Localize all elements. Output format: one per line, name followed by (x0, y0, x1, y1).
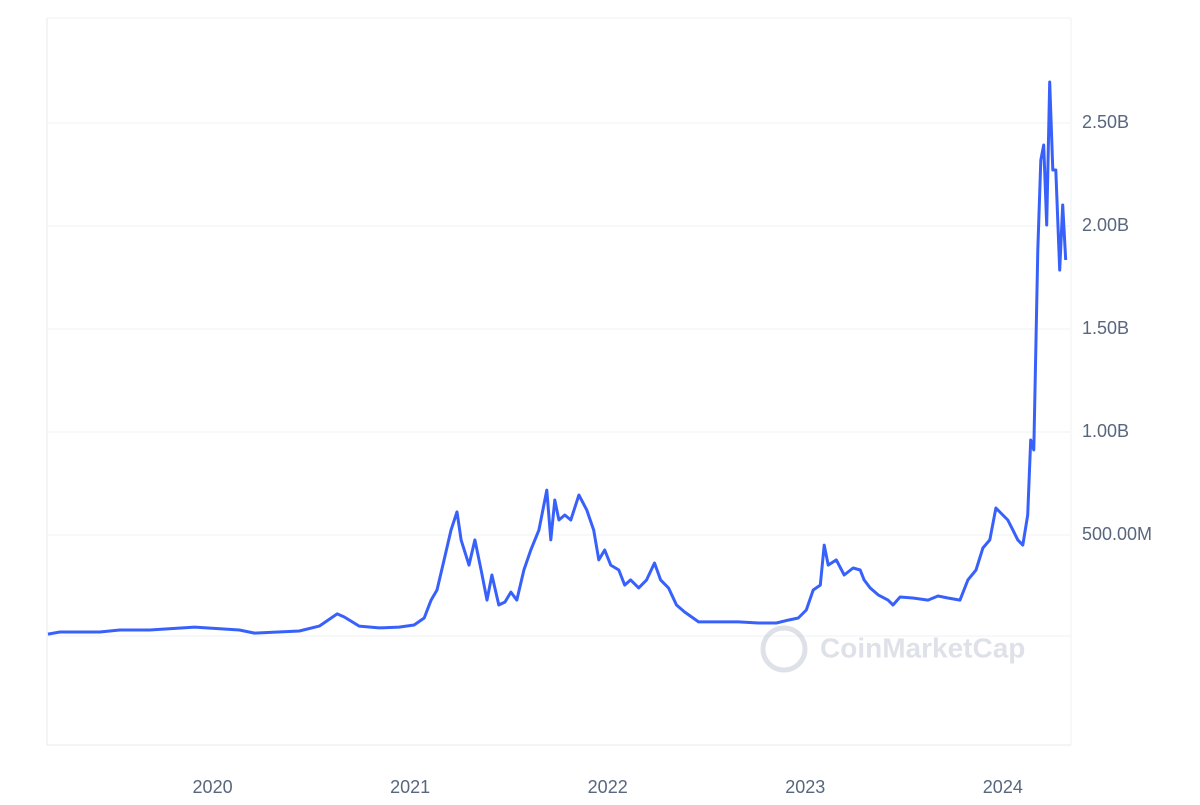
watermark: CoinMarketCap (760, 625, 1025, 673)
x-tick-label: 2024 (983, 777, 1023, 797)
x-tick-label: 2023 (785, 777, 825, 797)
price-line (47, 80, 1068, 636)
y-tick-label: 500.00M (1082, 524, 1152, 544)
watermark-text: CoinMarketCap (820, 632, 1025, 663)
y-tick-label: 2.00B (1082, 215, 1129, 235)
x-tick-label: 2021 (390, 777, 430, 797)
x-tick-label: 2022 (588, 777, 628, 797)
watermark-logo (760, 625, 808, 673)
y-tick-label: 1.00B (1082, 421, 1129, 441)
y-tick-label: 2.50B (1082, 112, 1129, 132)
y-tick-label: 1.50B (1082, 318, 1129, 338)
x-tick-label: 2020 (193, 777, 233, 797)
